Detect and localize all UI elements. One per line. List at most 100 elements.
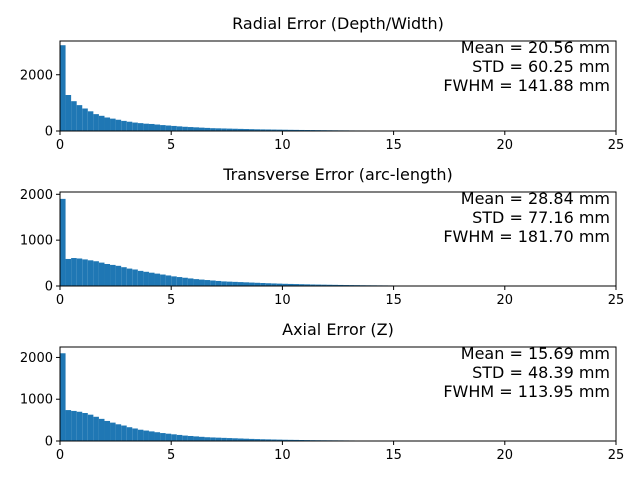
histogram-bar (199, 127, 205, 132)
histogram-bar (193, 279, 199, 286)
stats-annotation: FWHM = 141.88 mm (443, 76, 610, 95)
histogram-bar (321, 284, 327, 286)
histogram-bar (148, 431, 155, 441)
x-tick-label: 0 (56, 293, 64, 308)
histogram-bar (271, 283, 277, 286)
histogram-bar (115, 119, 122, 131)
histogram-bar (115, 424, 122, 441)
histogram-bar (182, 126, 188, 131)
histogram-bar (271, 439, 277, 441)
histogram-bar (60, 353, 66, 441)
stats-annotation: Mean = 20.56 mm (461, 38, 610, 57)
histogram-bar (143, 430, 149, 441)
axes-frame (59, 191, 617, 287)
histogram-bar (187, 127, 194, 131)
histogram-bar (126, 268, 133, 286)
histogram-bar (282, 439, 288, 441)
x-tick-label: 0 (56, 448, 64, 463)
x-tick-label: 20 (497, 293, 514, 308)
x-tick-label: 10 (274, 138, 291, 153)
histogram-bar (98, 418, 105, 441)
histogram-bar (265, 439, 272, 441)
histogram-bar (187, 435, 194, 441)
histogram-bar (254, 282, 261, 286)
histogram-bar (171, 434, 177, 441)
histogram-bar (299, 284, 305, 286)
histogram-bar (215, 128, 222, 131)
histogram-bar (232, 438, 238, 441)
histogram-bar (276, 283, 283, 286)
histogram-bar (204, 280, 211, 286)
histogram-bar (265, 129, 272, 131)
y-tick-label: 0 (45, 125, 53, 140)
histogram-bar (276, 129, 283, 131)
histogram-panel-3: 0 5 10 15 20 25 0 1000 2000 Axial Error (Z) Mean =… (20, 320, 624, 463)
histogram-bar (160, 125, 166, 131)
histogram-bar (260, 283, 266, 286)
stats-annotation: STD = 60.25 mm (472, 57, 610, 76)
histogram-bar (260, 439, 266, 441)
histogram-bar (87, 111, 94, 131)
histogram-bar (315, 284, 322, 286)
histogram-bar (293, 439, 300, 441)
histogram-bar (204, 437, 211, 441)
histogram-bar (210, 128, 216, 131)
histogram-bar (132, 428, 138, 441)
histogram-bar (282, 129, 288, 131)
histogram-bar (210, 280, 216, 286)
histogram-bar (82, 413, 88, 441)
stats-annotation: Mean = 15.69 mm (461, 344, 610, 363)
histogram-bar (249, 129, 255, 131)
x-tick-label: 10 (274, 293, 291, 308)
x-tick-label: 15 (385, 448, 402, 463)
x-tick-label: 25 (608, 293, 625, 308)
stats-annotation: STD = 48.39 mm (472, 363, 610, 382)
histogram-bar (221, 281, 227, 286)
histogram-bar (243, 282, 250, 286)
histogram-bar (110, 264, 116, 286)
histogram-bar (187, 278, 194, 286)
histogram-bar (87, 414, 94, 441)
histogram-bar (104, 117, 111, 131)
histogram-bar (165, 275, 172, 286)
histogram-bar (193, 436, 199, 441)
histogram-bar (71, 410, 77, 441)
histogram-bar (93, 114, 99, 132)
histogram-bar (287, 439, 294, 441)
histogram-bar (171, 125, 177, 131)
histogram-bar (82, 259, 88, 286)
axes-frame (59, 40, 617, 132)
histogram-bar (71, 258, 77, 286)
histogram-bar (93, 416, 99, 441)
y-tick-label: 0 (45, 280, 53, 295)
histogram-bar (121, 120, 127, 132)
histogram-bar (65, 258, 72, 286)
histogram-bar (232, 128, 238, 131)
x-tick-label: 10 (274, 448, 291, 463)
x-tick-label: 20 (497, 448, 514, 463)
x-tick-label: 5 (167, 448, 175, 463)
histogram-bar (148, 123, 155, 131)
x-tick-label: 5 (167, 138, 175, 153)
histogram-bar (232, 281, 238, 286)
histogram-bar (282, 283, 288, 286)
histogram-bar (215, 280, 222, 286)
x-tick-label: 25 (608, 448, 625, 463)
histogram-bar (332, 284, 338, 286)
histogram-bar (137, 123, 144, 132)
histogram-bar (287, 283, 294, 286)
histogram-bar (226, 281, 233, 286)
histogram-bar (104, 263, 111, 286)
histogram-bar (338, 284, 344, 286)
histogram-bar (65, 95, 72, 131)
histogram-bar (287, 129, 294, 131)
x-tick-label: 15 (385, 138, 402, 153)
histogram-bar (115, 265, 122, 286)
histogram-bar (204, 127, 211, 131)
stats-annotation: STD = 77.16 mm (472, 208, 610, 227)
histogram-bar (199, 436, 205, 441)
x-tick-label: 15 (385, 293, 402, 308)
histogram-bar (165, 433, 172, 441)
histogram-bar (254, 439, 261, 441)
histogram-bar (176, 434, 183, 441)
